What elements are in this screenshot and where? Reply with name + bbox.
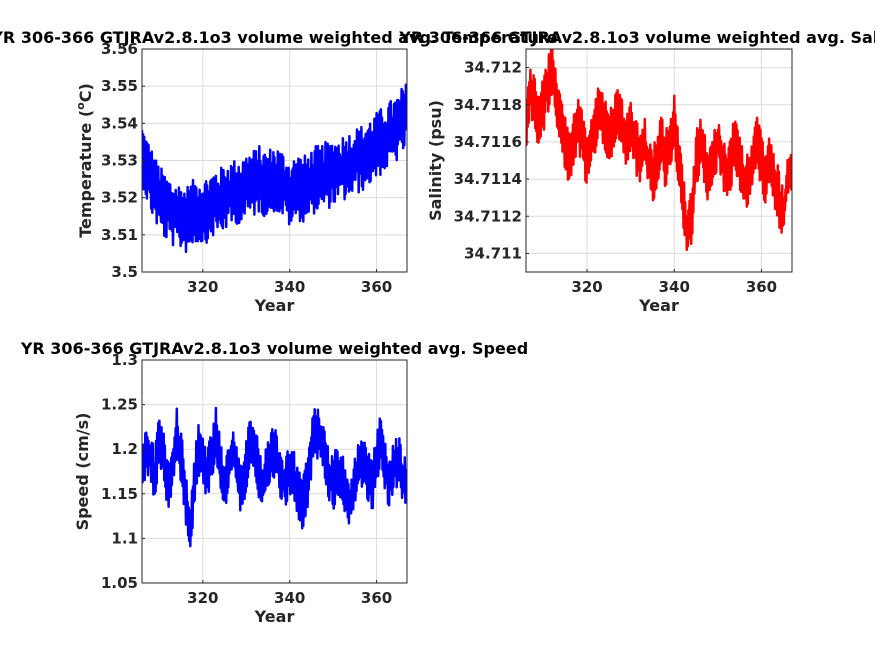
salinity-ytick-label: 34.7112 <box>454 207 522 225</box>
salinity-xtick-label: 360 <box>746 278 777 296</box>
speed-panel: YR 306-366 GTJRAv2.8.1o3 volume weighted… <box>20 339 528 626</box>
speed-xtick-label: 340 <box>274 589 305 607</box>
temperature-ylabel-sup: o <box>74 102 87 110</box>
salinity-xtick-label: 320 <box>571 278 602 296</box>
speed-ytick-label: 1.1 <box>111 529 138 547</box>
temperature-ylabel: Temperature (oC) <box>74 83 95 238</box>
salinity-ticks: 320 340 360 34.711 34.7112 34.7114 34.7116 34.7… <box>454 59 777 296</box>
speed-line <box>142 406 407 548</box>
temperature-title: YR 306-366 GTJRAv2.8.1o3 volume weighted… <box>0 28 558 47</box>
temperature-ytick-label: 3.53 <box>101 152 138 170</box>
temperature-ticks: 320 340 360 3.5 3.51 3.52 3.53 3.54 3.55 3.56 <box>101 40 392 296</box>
speed-ytick-label: 1.2 <box>111 440 138 458</box>
speed-ytick-label: 1.3 <box>111 351 138 369</box>
speed-ticks: 320 340 360 1.05 1.1 1.15 1.2 1.25 1.3 <box>101 351 392 607</box>
salinity-xtick-label: 340 <box>659 278 690 296</box>
salinity-ytick-label: 34.7114 <box>454 170 522 188</box>
salinity-ytick-label: 34.712 <box>464 59 522 77</box>
temperature-ytick-label: 3.52 <box>101 189 138 207</box>
speed-ytick-label: 1.05 <box>101 574 138 592</box>
temperature-ytick-label: 3.55 <box>101 77 138 95</box>
salinity-ytick-label: 34.711 <box>464 244 522 262</box>
salinity-line <box>526 49 792 252</box>
salinity-series-line <box>526 49 792 252</box>
temperature-ytick-label: 3.51 <box>101 226 138 244</box>
temperature-ylabel-unit: C) <box>76 83 95 102</box>
speed-ylabel: Speed (cm/s) <box>73 413 92 531</box>
speed-xtick-label: 320 <box>187 589 218 607</box>
temperature-ylabel-main: Temperature ( <box>76 110 95 238</box>
temperature-series-line <box>142 83 407 254</box>
speed-xlabel: Year <box>254 607 295 626</box>
temperature-line <box>142 83 407 254</box>
speed-title: YR 306-366 GTJRAv2.8.1o3 volume weighted… <box>20 339 528 358</box>
temperature-ytick-label: 3.5 <box>111 263 138 281</box>
temperature-xtick-label: 360 <box>361 278 392 296</box>
salinity-ylabel: Salinity (psu) <box>426 100 445 221</box>
speed-series-line <box>142 406 407 548</box>
salinity-ytick-label: 34.7116 <box>454 133 522 151</box>
temperature-xtick-label: 320 <box>187 278 218 296</box>
salinity-title: YR 306-366 GTJRAv2.8.1o3 volume weighted… <box>398 28 875 47</box>
salinity-axes-box <box>525 48 793 273</box>
salinity-xlabel: Year <box>638 296 679 315</box>
temperature-panel: YR 306-366 GTJRAv2.8.1o3 volume weighted… <box>0 28 558 315</box>
temperature-ytick-label: 3.56 <box>101 40 138 58</box>
speed-axes-box <box>141 359 408 584</box>
temperature-ytick-label: 3.54 <box>101 114 138 132</box>
salinity-ytick-label: 34.7118 <box>454 96 522 114</box>
speed-ytick-label: 1.25 <box>101 396 138 414</box>
speed-xtick-label: 360 <box>361 589 392 607</box>
temperature-xtick-label: 340 <box>274 278 305 296</box>
salinity-panel: YR 306-366 GTJRAv2.8.1o3 volume weighted… <box>398 28 875 315</box>
temperature-xlabel: Year <box>254 296 295 315</box>
speed-ytick-label: 1.15 <box>101 485 138 503</box>
